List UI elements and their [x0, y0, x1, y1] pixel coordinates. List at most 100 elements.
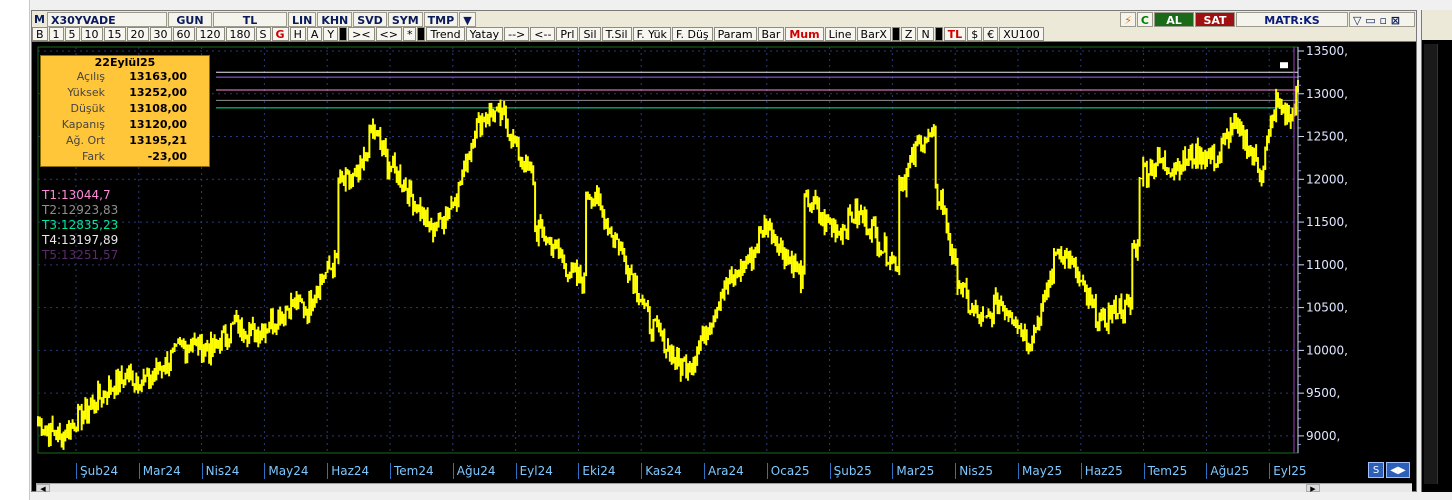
date-tick-label: Mar24 — [142, 464, 181, 478]
toolbar-button[interactable]: G — [271, 27, 289, 41]
chart-area[interactable]: 13500, 13000, 12500, 12000, 11500, 11000, 1050… — [36, 43, 1412, 459]
toolbar-button[interactable]: Param — [713, 27, 757, 41]
date-separator — [641, 463, 643, 479]
date-separator — [1080, 463, 1082, 479]
toolbar-button[interactable]: Yatay — [465, 27, 504, 41]
toolbar-button[interactable]: --> — [504, 27, 530, 41]
toolbar-button[interactable]: T.Sil — [601, 27, 632, 41]
currency-button[interactable]: TL — [213, 11, 287, 27]
right-panel-scroll[interactable] — [1424, 44, 1438, 484]
date-separator — [264, 463, 266, 479]
toolbar-button[interactable]: Line — [824, 27, 856, 41]
toolbar-button[interactable]: € — [983, 27, 999, 41]
trendline-label-t1: T1:13044,7 — [42, 188, 111, 202]
toolbar-button[interactable]: Sil — [579, 27, 601, 41]
date-tick-label: Tem24 — [394, 464, 434, 478]
c-button[interactable]: C — [1136, 11, 1153, 27]
date-separator — [201, 463, 203, 479]
scroll-arrows-icon[interactable]: ◀▶ — [1386, 462, 1410, 478]
scroll-right-icon[interactable]: ▶ — [1306, 484, 1320, 493]
date-separator — [829, 463, 831, 479]
date-separator — [390, 463, 391, 479]
info-row: Açılış 13163,00 — [76, 70, 187, 83]
toolbar: B 1 5 10 15 20 30 60 120 180 S G H A Y >< <> * Trend Yatay -… — [32, 27, 1416, 42]
trendline-label-t3: T3:12835,23 — [42, 218, 119, 232]
toolbar-button[interactable]: 10 — [80, 27, 103, 41]
refresh-icon[interactable]: S — [1368, 462, 1384, 478]
titlebar: M X30YVADE GUN TL LIN KHN SVD SYM TMP ▼ … — [32, 11, 1416, 27]
toolbar-separator — [891, 27, 900, 41]
toolbar-button[interactable]: 15 — [103, 27, 126, 41]
date-tick-label: May25 — [1022, 464, 1063, 478]
al-button[interactable]: AL — [1154, 11, 1194, 27]
scroll-left-icon[interactable]: ◀ — [36, 484, 50, 493]
y-tick-label: 9000, — [1306, 429, 1340, 443]
sat-button[interactable]: SAT — [1195, 11, 1235, 27]
bolt-icon[interactable]: ⚡ — [1120, 11, 1136, 27]
y-tick-label: 11000, — [1306, 258, 1348, 272]
toolbar-button[interactable]: <-- — [530, 27, 556, 41]
y-tick-label: 11500, — [1306, 215, 1348, 229]
window-controls-icon[interactable]: ▽ ▭ ▫ ⊠ — [1349, 11, 1415, 27]
toolbar-button[interactable]: F. Yük — [632, 27, 671, 41]
toolbar-button[interactable]: TL — [943, 27, 967, 41]
toolbar-button[interactable]: <> — [375, 27, 402, 41]
toolbar-button[interactable]: 5 — [64, 27, 80, 41]
ohlc-info-box: 22Eylül25 Açılış 13163,00 Yüksek 13252,00 … — [40, 55, 210, 167]
left-panel — [0, 0, 30, 500]
toolbar-button[interactable]: Bar — [757, 27, 785, 41]
toolbar-button[interactable]: F. Düş — [671, 27, 713, 41]
toolbar-button[interactable]: H — [289, 27, 306, 41]
info-row: Düşük 13108,00 — [70, 102, 187, 115]
toolbar-button[interactable]: Prl — [556, 27, 579, 41]
toolbar-button[interactable]: Trend — [426, 27, 465, 41]
toolbar-button[interactable]: 30 — [149, 27, 172, 41]
toolbar-button[interactable]: N — [917, 27, 934, 41]
lin-button[interactable]: LIN — [288, 11, 317, 27]
date-separator — [76, 463, 77, 479]
toolbar-button[interactable]: BarX — [856, 27, 891, 41]
info-row: Fark -23,00 — [82, 150, 187, 163]
date-separator — [327, 463, 329, 479]
symbol-label[interactable]: X30YVADE — [47, 11, 167, 27]
toolbar-button[interactable]: A — [306, 27, 323, 41]
date-tick-label: Haz25 — [1084, 464, 1123, 478]
toolbar-button[interactable]: >< — [348, 27, 375, 41]
date-tick-label: Ağu25 — [1210, 464, 1250, 478]
date-separator — [892, 463, 894, 479]
app-logo: M — [34, 12, 45, 26]
toolbar-button[interactable]: Z — [900, 27, 917, 41]
toolbar-button[interactable]: S — [255, 27, 271, 41]
toolbar-button[interactable]: 60 — [172, 27, 195, 41]
date-separator — [704, 463, 705, 479]
right-panel — [1421, 10, 1452, 492]
date-separator — [766, 463, 768, 479]
toolbar-button[interactable]: $ — [967, 27, 983, 41]
toolbar-button[interactable]: 20 — [126, 27, 149, 41]
toolbar-button[interactable]: * — [402, 27, 417, 41]
toolbar-button[interactable]: Mum — [785, 27, 824, 41]
dropdown-icon[interactable]: ▼ — [459, 11, 476, 27]
info-row: Yüksek 13252,00 — [67, 86, 187, 99]
price-chart[interactable]: 13500, 13000, 12500, 12000, 11500, 11000, 1050… — [36, 43, 1412, 459]
tmp-button[interactable]: TMP — [423, 11, 459, 27]
date-separator — [1206, 463, 1208, 479]
date-tick-label: Eyl24 — [519, 464, 553, 478]
trendline-label-t4: T4:13197,89 — [42, 233, 119, 247]
toolbar-button[interactable]: Y — [323, 27, 339, 41]
date-tick-label: Ara24 — [708, 464, 744, 478]
horizontal-scrollbar[interactable]: ◀ ▶ — [36, 483, 1412, 493]
toolbar-button[interactable]: 180 — [225, 27, 255, 41]
toolbar-button[interactable]: 1 — [48, 27, 64, 41]
y-tick-label: 13500, — [1306, 44, 1348, 58]
khn-button[interactable]: KHN — [317, 11, 353, 27]
info-row: Ağ. Ort 13195,21 — [66, 134, 187, 147]
sym-button[interactable]: SYM — [387, 11, 423, 27]
toolbar-button[interactable]: XU100 — [999, 27, 1044, 41]
toolbar-button[interactable]: 120 — [195, 27, 225, 41]
svd-button[interactable]: SVD — [353, 11, 387, 27]
last-price-marker — [1280, 62, 1288, 69]
toolbar-button[interactable]: B — [32, 27, 48, 41]
date-tick-label: Nis25 — [959, 464, 994, 478]
period-button[interactable]: GUN — [168, 11, 212, 27]
